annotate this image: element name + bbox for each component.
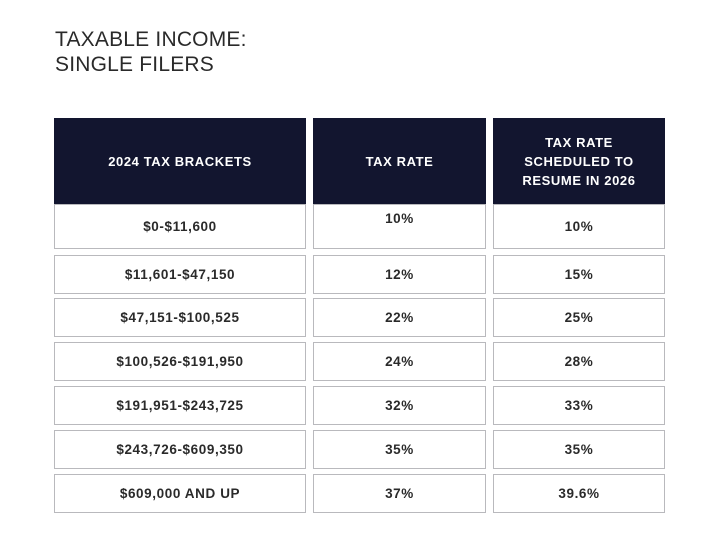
- cell-bracket: $0-$11,600: [54, 204, 306, 249]
- cell-rate-2026: 28%: [493, 342, 665, 381]
- header-rate-2026: TAX RATE SCHEDULED TO RESUME IN 2026: [493, 118, 665, 204]
- cell-rate-2026: 39.6%: [493, 474, 665, 513]
- cell-bracket: $609,000 AND UP: [54, 474, 306, 513]
- cell-tax-rate: 24%: [313, 342, 486, 381]
- title-line-1: TAXABLE INCOME:: [55, 28, 247, 51]
- cell-bracket: $11,601-$47,150: [54, 255, 306, 294]
- cell-rate-2026: 15%: [493, 255, 665, 294]
- cell-tax-rate: 35%: [313, 430, 486, 469]
- cell-rate-2026: 33%: [493, 386, 665, 425]
- cell-bracket: $243,726-$609,350: [54, 430, 306, 469]
- cell-tax-rate: 10%: [313, 204, 486, 249]
- cell-tax-rate: 22%: [313, 298, 486, 337]
- cell-bracket: $47,151-$100,525: [54, 298, 306, 337]
- table-title: TAXABLE INCOME: SINGLE FILERS: [55, 27, 247, 77]
- cell-bracket: $191,951-$243,725: [54, 386, 306, 425]
- header-tax-rate: TAX RATE: [313, 118, 486, 204]
- title-line-2: SINGLE FILERS: [55, 53, 214, 76]
- cell-bracket: $100,526-$191,950: [54, 342, 306, 381]
- cell-tax-rate: 12%: [313, 255, 486, 294]
- cell-tax-rate: 37%: [313, 474, 486, 513]
- cell-rate-2026: 25%: [493, 298, 665, 337]
- cell-tax-rate: 32%: [313, 386, 486, 425]
- header-bracket: 2024 TAX BRACKETS: [54, 118, 306, 204]
- cell-rate-2026: 35%: [493, 430, 665, 469]
- cell-rate-2026: 10%: [493, 204, 665, 249]
